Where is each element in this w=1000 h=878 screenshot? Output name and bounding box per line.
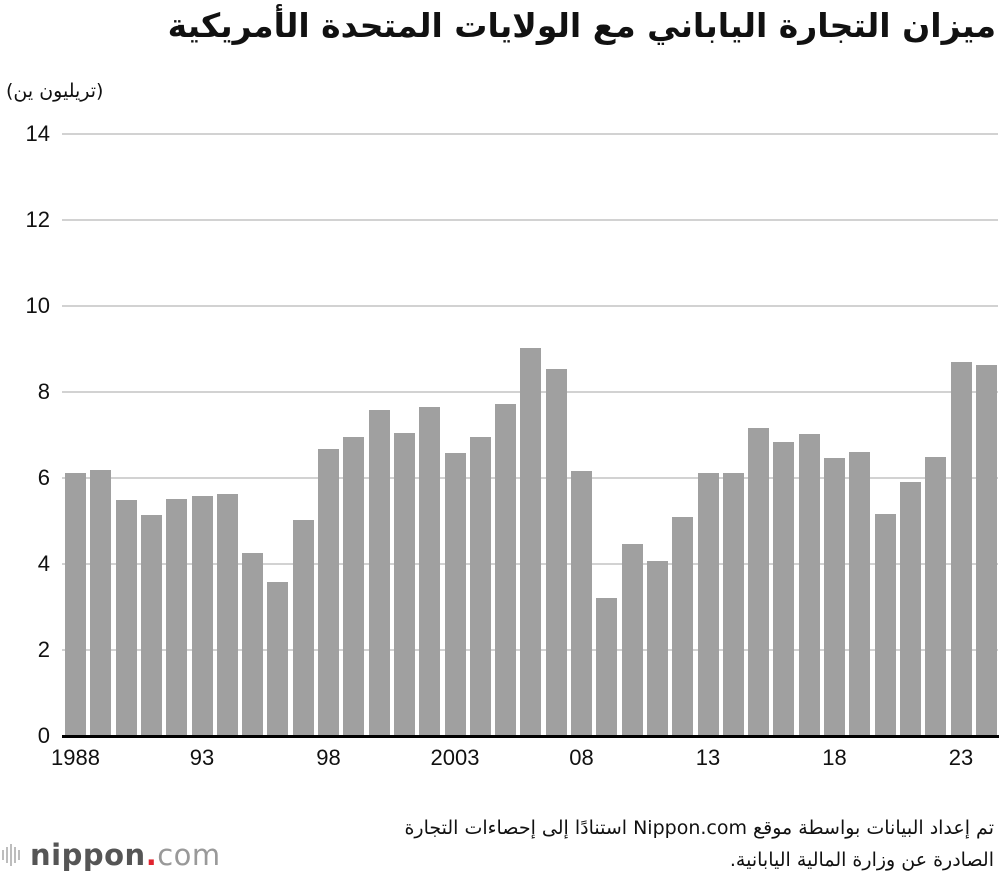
bar-2023 bbox=[950, 361, 972, 736]
bar-2009 bbox=[596, 597, 618, 736]
bar-1998 bbox=[318, 448, 339, 736]
bar-2000 bbox=[368, 410, 390, 736]
bar-2005 bbox=[495, 404, 517, 736]
bar-2020 bbox=[874, 513, 896, 736]
nippon-logo: nippon.com bbox=[2, 838, 221, 872]
x-tick-label: 98 bbox=[316, 745, 341, 770]
bar-2017 bbox=[798, 433, 820, 736]
y-tick-label: 14 bbox=[25, 121, 50, 146]
x-axis-line bbox=[62, 735, 999, 738]
bar-2016 bbox=[773, 442, 795, 736]
bar-2007 bbox=[545, 368, 567, 736]
logo-suffix: com bbox=[157, 838, 221, 872]
bar-2008 bbox=[571, 470, 592, 736]
bar-2006 bbox=[520, 348, 542, 736]
bar-2021 bbox=[899, 481, 921, 736]
bar-1991 bbox=[140, 514, 162, 736]
bar-1988 bbox=[65, 473, 86, 736]
x-tick-label: 13 bbox=[695, 745, 721, 770]
bar-2019 bbox=[849, 451, 871, 736]
sound-bars-icon bbox=[2, 844, 20, 866]
bar-1993 bbox=[191, 496, 213, 736]
bar-2024 bbox=[975, 364, 997, 736]
logo-brand: nippon bbox=[30, 838, 146, 872]
x-tick-label: 18 bbox=[822, 745, 847, 770]
logo-dot: . bbox=[145, 838, 158, 872]
bar-1999 bbox=[343, 436, 365, 736]
source-line-1: تم إعداد البيانات بواسطة موقع Nippon.com… bbox=[404, 817, 994, 839]
bar-2012 bbox=[672, 516, 694, 736]
x-tick-label: 1988 bbox=[51, 745, 100, 770]
bar-2022 bbox=[925, 456, 947, 736]
bar-2004 bbox=[469, 436, 491, 736]
gridline bbox=[62, 133, 998, 135]
bar-1990 bbox=[115, 500, 137, 736]
y-tick-label: 6 bbox=[37, 465, 50, 490]
bar-chart: 0 2 4 6 8 10 12 14 1988 93 98 2003 08 13 18 23 bbox=[25, 121, 999, 770]
bar-2010 bbox=[621, 544, 643, 736]
logo-wordmark: nippon.com bbox=[30, 838, 221, 872]
bar-2003 bbox=[444, 453, 466, 736]
x-tick-label: 2003 bbox=[430, 745, 480, 770]
x-tick-label: 23 bbox=[948, 745, 974, 770]
bar-2001 bbox=[393, 433, 415, 736]
bar-1995 bbox=[242, 552, 264, 736]
bar-2014 bbox=[722, 473, 744, 736]
bar-1989 bbox=[90, 469, 112, 736]
bar-2002 bbox=[419, 407, 441, 736]
bar-2015 bbox=[748, 428, 770, 736]
y-tick-label: 4 bbox=[37, 551, 50, 576]
gridline bbox=[62, 305, 998, 307]
bar-1994 bbox=[216, 494, 238, 736]
bar-1996 bbox=[267, 582, 289, 736]
y-axis-unit-label: (تريليون ين) bbox=[6, 80, 104, 102]
bar-1992 bbox=[166, 499, 188, 736]
y-tick-label: 8 bbox=[37, 379, 50, 404]
bar-2018 bbox=[824, 458, 845, 736]
bar-2011 bbox=[646, 560, 668, 736]
x-tick-label: 93 bbox=[189, 745, 215, 770]
y-tick-label: 0 bbox=[37, 723, 50, 748]
y-tick-label: 2 bbox=[37, 637, 50, 662]
x-tick-label: 08 bbox=[569, 745, 594, 770]
y-tick-label: 10 bbox=[25, 293, 50, 318]
bar-2013 bbox=[697, 472, 719, 736]
gridline bbox=[62, 219, 998, 221]
chart-title: ميزان التجارة الياباني مع الولايات المتح… bbox=[167, 6, 997, 45]
source-line-2: الصادرة عن وزارة المالية اليابانية. bbox=[729, 849, 994, 871]
y-tick-label: 12 bbox=[25, 207, 50, 232]
source-note: تم إعداد البيانات بواسطة موقع Nippon.com… bbox=[234, 812, 994, 876]
bar-1997 bbox=[292, 519, 314, 736]
